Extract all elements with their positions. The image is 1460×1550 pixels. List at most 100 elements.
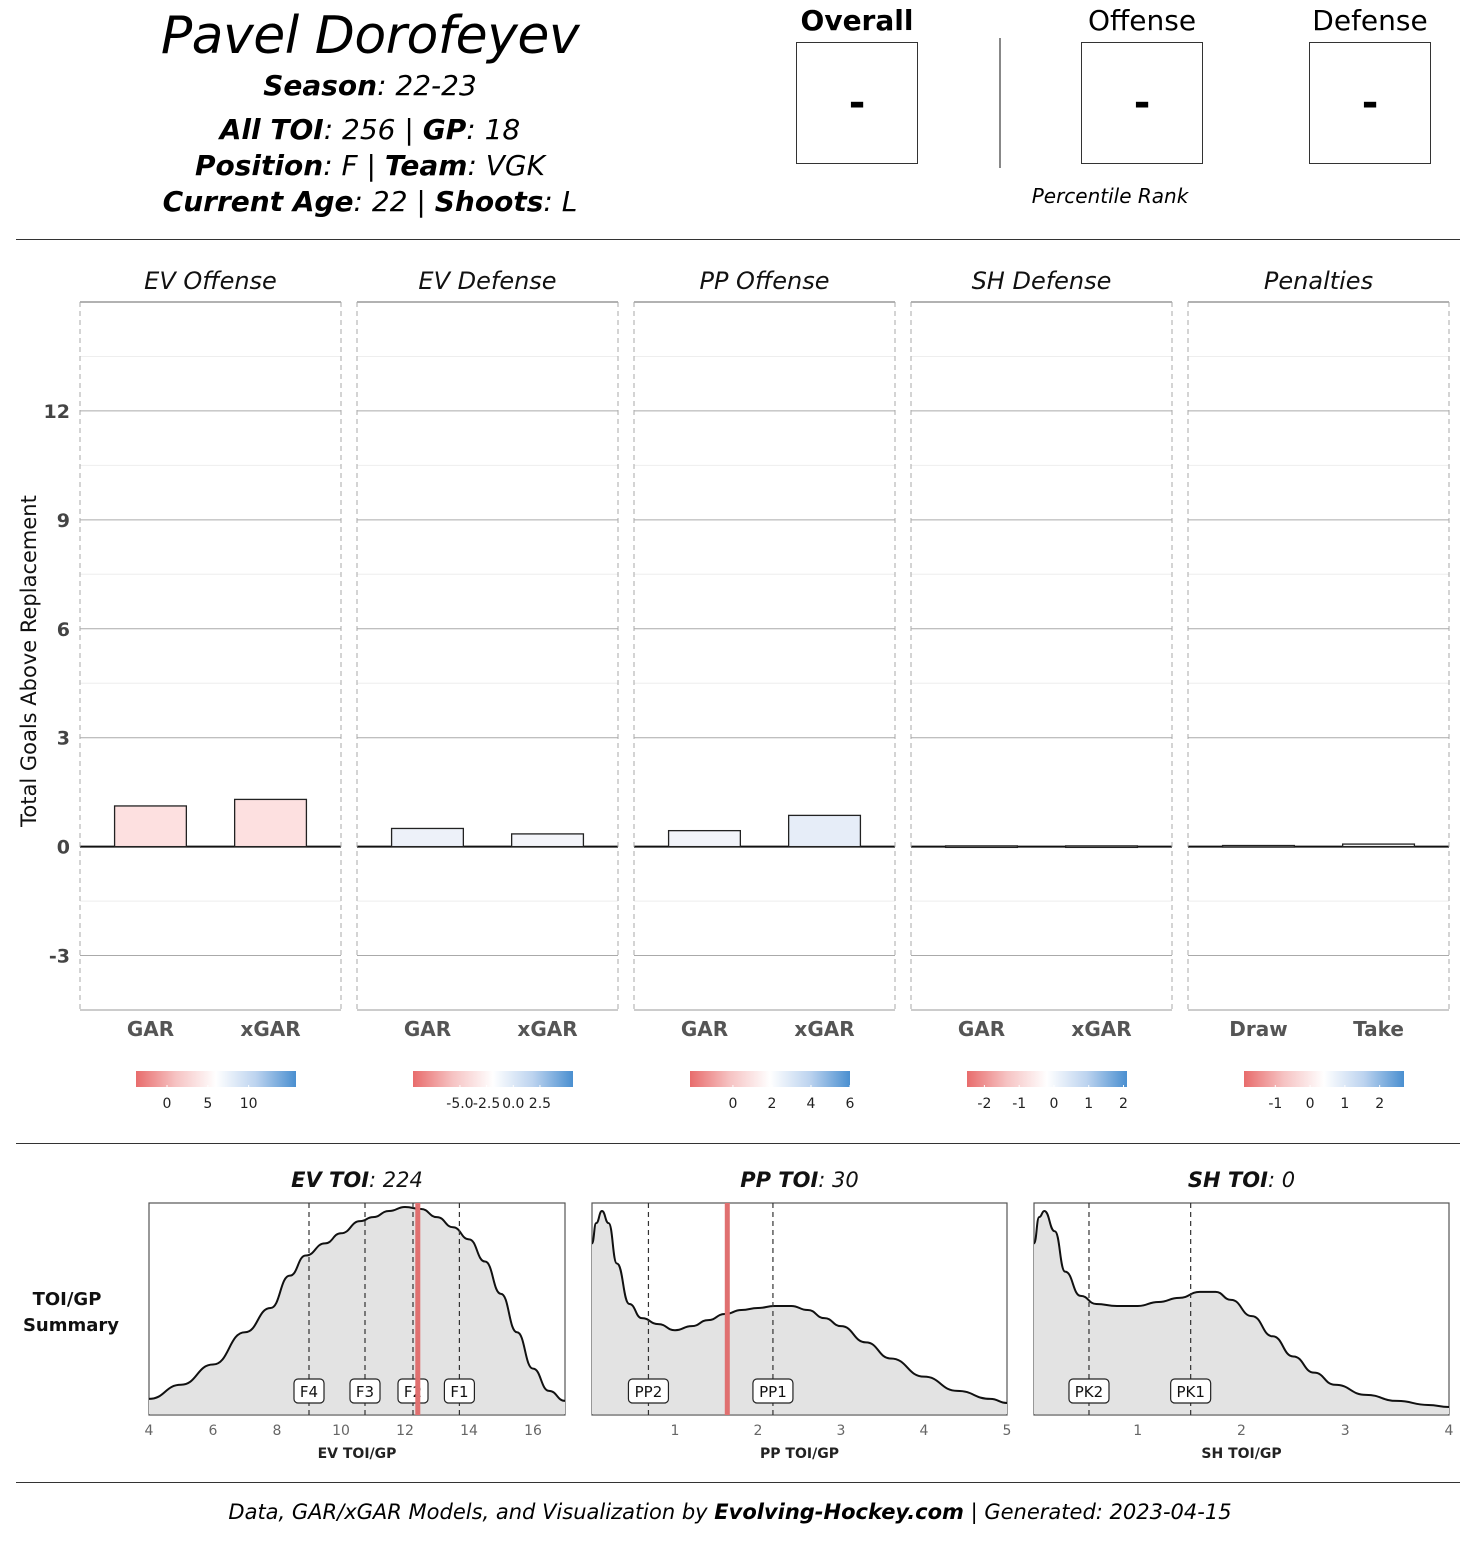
- toi-title-label: PP TOI: [740, 1168, 818, 1192]
- position-value: F: [341, 149, 358, 182]
- marker-label-f3: F3: [356, 1383, 374, 1401]
- legend-tick-label: 6: [846, 1096, 855, 1112]
- marker-box-f3: [349, 1378, 381, 1404]
- x-axis-title: SH TOI/GP: [1201, 1446, 1281, 1462]
- divider-bottom: [16, 1482, 1460, 1483]
- marker-label-pp1: PP1: [759, 1383, 787, 1401]
- season-line: Season: 22-23: [263, 69, 477, 102]
- overall-rank-box: -: [796, 42, 918, 164]
- x-tick-label: GAR: [681, 1017, 728, 1041]
- legend-tick-label: 5: [203, 1096, 212, 1112]
- x-tick-label: 4: [145, 1423, 154, 1439]
- age-label: Current Age: [162, 185, 354, 218]
- panel-ev-defense: EV Defense GAR xGAR -5.0 -2.5 0.0 2.5: [356, 267, 619, 1112]
- marker-box-f4: [293, 1378, 325, 1404]
- footer-prefix: Data, GAR/xGAR Models, and Visualization…: [228, 1500, 715, 1524]
- toi-panel-title: SH TOI: 0: [1188, 1168, 1295, 1192]
- legend-tick-label: 2: [1375, 1096, 1384, 1112]
- season-value: 22-23: [395, 69, 477, 102]
- x-tick-label: Take: [1353, 1017, 1404, 1041]
- legend-tick-label: 0: [163, 1096, 172, 1112]
- x-tick-label: 2: [754, 1423, 763, 1439]
- x-tick-label: 6: [209, 1423, 218, 1439]
- x-axis-title: EV TOI/GP: [318, 1446, 397, 1462]
- age-value: 22: [371, 185, 408, 218]
- legend-colorbar: [1244, 1071, 1404, 1087]
- rank-divider: [999, 38, 1001, 168]
- marker-box-pp2: [627, 1378, 670, 1404]
- divider-middle: [16, 1143, 1460, 1144]
- bar-xgar: [510, 833, 585, 848]
- defense-rank: Defense -: [1300, 0, 1440, 164]
- y-tick-label: 9: [57, 510, 70, 532]
- toi-panel-pp-toi: PP TOI: 30 PP2 PP1 1 2 3 4 5 PP TOI/GP: [591, 1168, 1012, 1462]
- bar-xgar: [233, 798, 308, 848]
- panel-sh-defense: SH Defense GAR xGAR -2 -1 0 1 2: [910, 267, 1173, 1112]
- y-tick-label: 3: [57, 728, 70, 750]
- gar-bar-chart: Total Goals Above Replacement-3036912EV …: [17, 267, 1450, 1112]
- offense-rank-box: -: [1081, 42, 1203, 164]
- row-label-line2: Summary: [23, 1315, 119, 1336]
- team-value: VGK: [485, 149, 545, 182]
- legend-tick-label: 1: [1340, 1096, 1349, 1112]
- gp-label: GP: [422, 113, 467, 146]
- overall-rank: Overall -: [787, 0, 927, 164]
- toi-gp-line: All TOI: 256 | GP: 18: [219, 113, 521, 146]
- density-area: [1034, 1211, 1449, 1414]
- offense-rank: Offense -: [1072, 0, 1212, 164]
- legend-colorbar: [967, 1071, 1127, 1087]
- toi-title-label: EV TOI: [291, 1168, 369, 1192]
- gp-value: 18: [484, 113, 521, 146]
- defense-rank-box: -: [1309, 42, 1431, 164]
- x-tick-label: 2: [1237, 1423, 1246, 1439]
- position-team-line: Position: F | Team: VGK: [195, 149, 545, 182]
- shoots-label: Shoots: [434, 185, 544, 218]
- density-curve: [591, 1210, 1008, 1404]
- toi-label: All TOI: [219, 113, 324, 146]
- percentile-rank-caption: Percentile Rank: [1031, 184, 1189, 208]
- overall-rank-title: Overall: [800, 4, 914, 37]
- x-tick-label: 16: [524, 1423, 542, 1439]
- bar-gar: [390, 827, 465, 848]
- legend-tick-label: 1: [1084, 1096, 1093, 1112]
- x-tick-label: 12: [396, 1423, 414, 1439]
- y-tick-label: 6: [57, 619, 70, 641]
- bar-gar: [113, 805, 188, 848]
- position-label: Position: [195, 149, 324, 182]
- marker-box-pk2: [1068, 1378, 1110, 1404]
- shoots-value: L: [561, 185, 578, 218]
- panel-pp-offense: PP Offense GAR xGAR 0 2 4 6: [633, 267, 896, 1112]
- toi-panel-title: EV TOI: 224: [291, 1168, 423, 1192]
- bar-xgar: [1064, 845, 1139, 849]
- x-tick-label: GAR: [958, 1017, 1005, 1041]
- toi-title-value: : 0: [1268, 1168, 1295, 1192]
- x-tick-label: xGAR: [517, 1017, 577, 1041]
- x-tick-label: 3: [837, 1423, 846, 1439]
- marker-box-f1: [443, 1378, 475, 1404]
- panel-penalties: Penalties Draw Take -1 0 1 2: [1187, 267, 1450, 1112]
- x-tick-label: 1: [1133, 1423, 1142, 1439]
- y-tick-label: 0: [57, 837, 70, 859]
- legend-tick-label: 0: [1306, 1096, 1315, 1112]
- x-tick-label: GAR: [404, 1017, 451, 1041]
- legend-tick-label: 4: [807, 1096, 816, 1112]
- y-axis-title: Total Goals Above Replacement: [17, 495, 41, 828]
- x-tick-label: xGAR: [240, 1017, 300, 1041]
- marker-box-pk1: [1170, 1378, 1212, 1404]
- x-tick-label: xGAR: [794, 1017, 854, 1041]
- legend-tick-label: -1: [1012, 1096, 1026, 1112]
- panel-title: EV Offense: [144, 267, 277, 295]
- legend-colorbar: [413, 1071, 573, 1087]
- footer-suffix: | Generated: 2023-04-15: [963, 1500, 1232, 1524]
- legend-colorbar: [136, 1071, 296, 1087]
- x-tick-label: 1: [671, 1423, 680, 1439]
- marker-label-f4: F4: [300, 1383, 318, 1401]
- toi-title-value: : 30: [818, 1168, 858, 1192]
- offense-rank-title: Offense: [1087, 4, 1197, 37]
- x-tick-label: 4: [1445, 1423, 1454, 1439]
- legend-tick-label: 0.0: [502, 1096, 524, 1112]
- density-area: [149, 1207, 565, 1414]
- x-tick-label: 5: [1003, 1423, 1012, 1439]
- legend-tick-label: 0: [728, 1096, 737, 1112]
